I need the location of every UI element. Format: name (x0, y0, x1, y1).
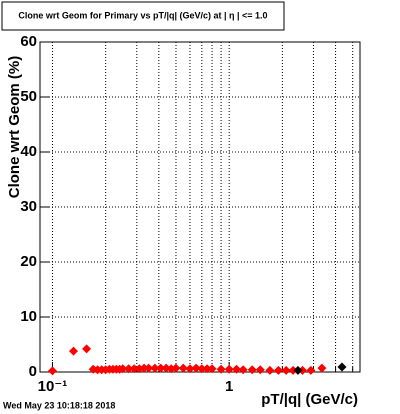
point (161, 363, 171, 373)
point (207, 364, 217, 374)
point (288, 365, 298, 375)
point (255, 365, 265, 375)
point (298, 365, 308, 375)
point (273, 365, 283, 375)
point (337, 362, 347, 372)
y-tick-label: 50 (20, 88, 37, 105)
point (129, 364, 139, 374)
point (191, 363, 201, 373)
point (68, 346, 78, 356)
y-axis-label: Clone wrt Geom (%) (6, 56, 23, 199)
plot-frame (39, 41, 361, 373)
point (306, 365, 316, 375)
point (118, 364, 128, 374)
y-tick-label: 10 (20, 308, 37, 325)
point (224, 364, 234, 374)
point (139, 363, 149, 373)
point (185, 364, 195, 374)
point (124, 364, 134, 374)
y-tick-label: 20 (20, 253, 37, 270)
point (202, 364, 212, 374)
point (238, 365, 248, 375)
x-tick-label: 1 (225, 378, 233, 395)
point (197, 364, 207, 374)
y-tick-label: 30 (20, 198, 37, 215)
point (265, 365, 275, 375)
point (216, 364, 226, 374)
point (171, 363, 181, 373)
title-box (1, 1, 285, 31)
y-tick-label: 40 (20, 143, 37, 160)
point (231, 364, 241, 374)
y-tick-label: 0 (29, 363, 37, 380)
y-tick-label: 60 (20, 33, 37, 50)
point (317, 363, 327, 373)
point (178, 363, 188, 373)
point (47, 366, 57, 376)
x-tick-label: 10⁻¹ (38, 378, 68, 395)
point (82, 344, 92, 354)
x-axis-label: pT/|q| (GeV/c) (261, 391, 358, 408)
point (150, 363, 160, 373)
point (144, 363, 154, 373)
point (281, 365, 291, 375)
chart-title: Clone wrt Geom for Primary vs pT/|q| (Ge… (18, 10, 267, 20)
timestamp: Wed May 23 10:18:18 2018 (3, 400, 115, 410)
point (293, 365, 303, 375)
point (156, 363, 166, 373)
point (247, 365, 257, 375)
